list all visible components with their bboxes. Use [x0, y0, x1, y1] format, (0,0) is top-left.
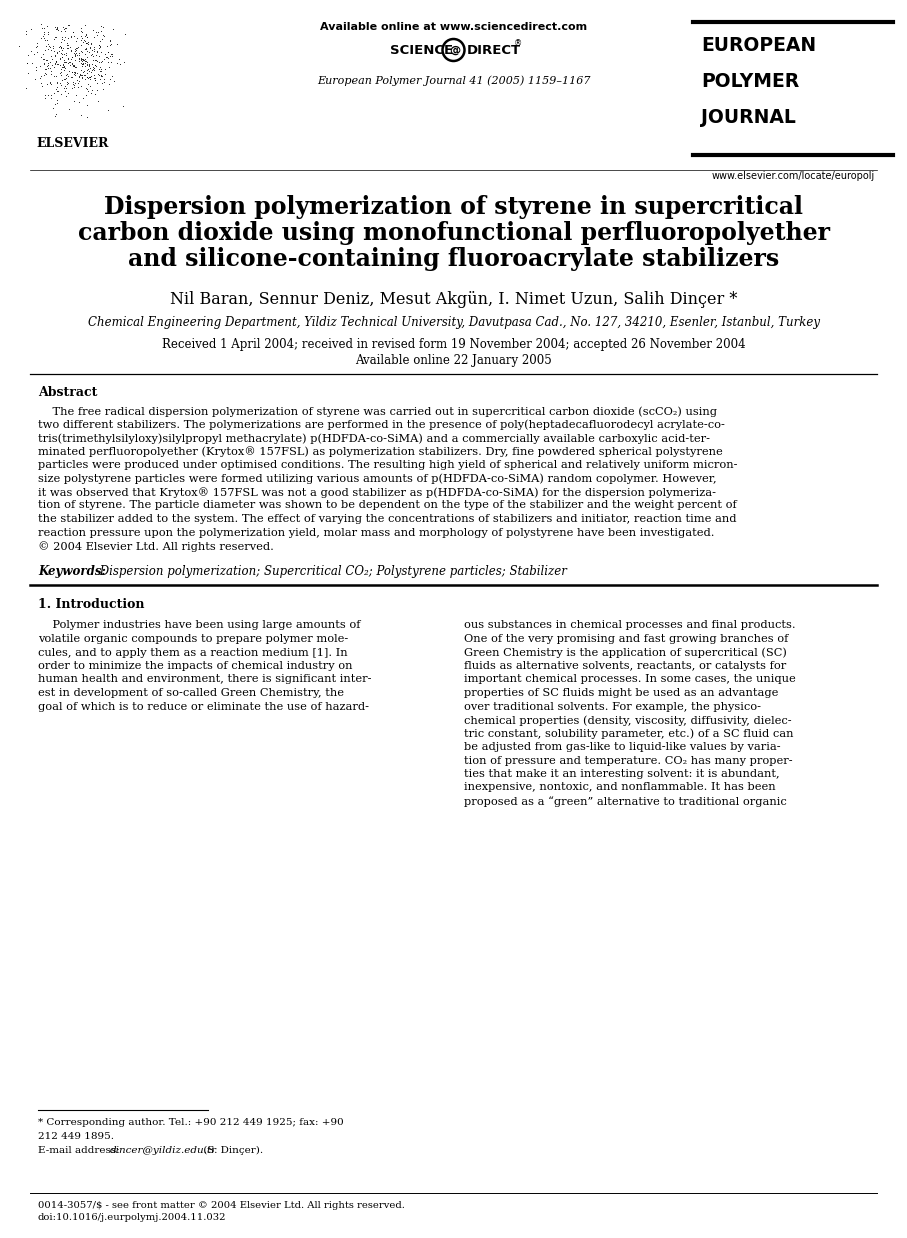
Text: Available online at www.sciencedirect.com: Available online at www.sciencedirect.co…: [320, 22, 587, 32]
Text: Keywords:: Keywords:: [38, 565, 106, 577]
Text: * Corresponding author. Tel.: +90 212 449 1925; fax: +90: * Corresponding author. Tel.: +90 212 44…: [38, 1118, 344, 1127]
Text: Nil Baran, Sennur Deniz, Mesut Akgün, I. Nimet Uzun, Salih Dinçer *: Nil Baran, Sennur Deniz, Mesut Akgün, I.…: [170, 291, 737, 308]
Text: size polystyrene particles were formed utilizing various amounts of p(HDFDA-co-S: size polystyrene particles were formed u…: [38, 473, 717, 484]
Text: ®: ®: [513, 40, 522, 48]
Text: tion of styrene. The particle diameter was shown to be dependent on the type of : tion of styrene. The particle diameter w…: [38, 500, 736, 510]
Text: ELSEVIER: ELSEVIER: [37, 137, 109, 150]
Text: tric constant, solubility parameter, etc.) of a SC fluid can: tric constant, solubility parameter, etc…: [464, 728, 794, 739]
Text: DIRECT: DIRECT: [466, 43, 521, 57]
Text: 212 449 1895.: 212 449 1895.: [38, 1132, 114, 1141]
Text: Dispersion polymerization of styrene in supercritical: Dispersion polymerization of styrene in …: [104, 196, 803, 219]
Text: carbon dioxide using monofunctional perfluoropolyether: carbon dioxide using monofunctional perf…: [77, 222, 830, 245]
Text: tris(trimethylsilyloxy)silylpropyl methacrylate) p(HDFDA-co-SiMA) and a commerci: tris(trimethylsilyloxy)silylpropyl metha…: [38, 433, 710, 443]
Text: reaction pressure upon the polymerization yield, molar mass and morphology of po: reaction pressure upon the polymerizatio…: [38, 527, 715, 537]
Text: 0014-3057/$ - see front matter © 2004 Elsevier Ltd. All rights reserved.: 0014-3057/$ - see front matter © 2004 El…: [38, 1201, 405, 1210]
Text: the stabilizer added to the system. The effect of varying the concentrations of : the stabilizer added to the system. The …: [38, 514, 736, 524]
Text: human health and environment, there is significant inter-: human health and environment, there is s…: [38, 675, 372, 685]
Text: One of the very promising and fast growing branches of: One of the very promising and fast growi…: [464, 634, 789, 644]
Text: JOURNAL: JOURNAL: [701, 108, 795, 128]
Text: tion of pressure and temperature. CO₂ has many proper-: tion of pressure and temperature. CO₂ ha…: [464, 755, 793, 765]
Text: ties that make it an interesting solvent: it is abundant,: ties that make it an interesting solvent…: [464, 769, 780, 779]
Text: important chemical processes. In some cases, the unique: important chemical processes. In some ca…: [464, 675, 796, 685]
Text: ous substances in chemical processes and final products.: ous substances in chemical processes and…: [464, 620, 796, 630]
Text: be adjusted from gas-like to liquid-like values by varia-: be adjusted from gas-like to liquid-like…: [464, 742, 781, 751]
Text: fluids as alternative solvents, reactants, or catalysts for: fluids as alternative solvents, reactant…: [464, 661, 786, 671]
Text: SCIENCE: SCIENCE: [390, 43, 454, 57]
Text: E-mail address:: E-mail address:: [38, 1146, 123, 1155]
Text: minated perfluoropolyether (Krytox® 157FSL) as polymerization stabilizers. Dry, : minated perfluoropolyether (Krytox® 157F…: [38, 447, 723, 457]
Text: Abstract: Abstract: [38, 386, 97, 399]
Text: proposed as a “green” alternative to traditional organic: proposed as a “green” alternative to tra…: [464, 796, 787, 807]
Text: two different stabilizers. The polymerizations are performed in the presence of : two different stabilizers. The polymeriz…: [38, 420, 725, 430]
Text: @: @: [449, 45, 460, 54]
Text: Received 1 April 2004; received in revised form 19 November 2004; accepted 26 No: Received 1 April 2004; received in revis…: [161, 338, 746, 352]
Text: inexpensive, nontoxic, and nonflammable. It has been: inexpensive, nontoxic, and nonflammable.…: [464, 782, 776, 792]
Text: (S. Dinçer).: (S. Dinçer).: [200, 1146, 263, 1155]
Text: dincer@yildiz.edu.tr: dincer@yildiz.edu.tr: [110, 1146, 217, 1155]
Text: Green Chemistry is the application of supercritical (SC): Green Chemistry is the application of su…: [464, 647, 787, 659]
Text: © 2004 Elsevier Ltd. All rights reserved.: © 2004 Elsevier Ltd. All rights reserved…: [38, 541, 274, 552]
Text: goal of which is to reduce or eliminate the use of hazard-: goal of which is to reduce or eliminate …: [38, 702, 369, 712]
Text: it was observed that Krytox® 157FSL was not a good stabilizer as p(HDFDA-co-SiMA: it was observed that Krytox® 157FSL was …: [38, 487, 716, 498]
Text: chemical properties (density, viscosity, diffusivity, dielec-: chemical properties (density, viscosity,…: [464, 716, 792, 725]
Text: Dispersion polymerization; Supercritical CO₂; Polystyrene particles; Stabilizer: Dispersion polymerization; Supercritical…: [96, 565, 567, 577]
Text: cules, and to apply them as a reaction medium [1]. In: cules, and to apply them as a reaction m…: [38, 647, 347, 657]
Text: est in development of so-called Green Chemistry, the: est in development of so-called Green Ch…: [38, 688, 344, 698]
Text: POLYMER: POLYMER: [701, 72, 799, 92]
Text: European Polymer Journal 41 (2005) 1159–1167: European Polymer Journal 41 (2005) 1159–…: [317, 76, 590, 85]
Text: Available online 22 January 2005: Available online 22 January 2005: [356, 354, 551, 366]
Text: order to minimize the impacts of chemical industry on: order to minimize the impacts of chemica…: [38, 661, 353, 671]
Text: The free radical dispersion polymerization of styrene was carried out in supercr: The free radical dispersion polymerizati…: [38, 406, 717, 416]
Text: EUROPEAN: EUROPEAN: [701, 36, 816, 54]
Text: and silicone-containing fluoroacrylate stabilizers: and silicone-containing fluoroacrylate s…: [128, 248, 779, 271]
Text: Chemical Engineering Department, Yildiz Technical University, Davutpasa Cad., No: Chemical Engineering Department, Yildiz …: [87, 316, 820, 329]
Text: over traditional solvents. For example, the physico-: over traditional solvents. For example, …: [464, 702, 762, 712]
Text: www.elsevier.com/locate/europolj: www.elsevier.com/locate/europolj: [711, 171, 874, 181]
Text: doi:10.1016/j.eurpolymj.2004.11.032: doi:10.1016/j.eurpolymj.2004.11.032: [38, 1213, 227, 1222]
Text: Polymer industries have been using large amounts of: Polymer industries have been using large…: [38, 620, 360, 630]
Text: particles were produced under optimised conditions. The resulting high yield of : particles were produced under optimised …: [38, 461, 737, 470]
Text: volatile organic compounds to prepare polymer mole-: volatile organic compounds to prepare po…: [38, 634, 348, 644]
Text: properties of SC fluids might be used as an advantage: properties of SC fluids might be used as…: [464, 688, 779, 698]
Text: 1. Introduction: 1. Introduction: [38, 598, 144, 612]
